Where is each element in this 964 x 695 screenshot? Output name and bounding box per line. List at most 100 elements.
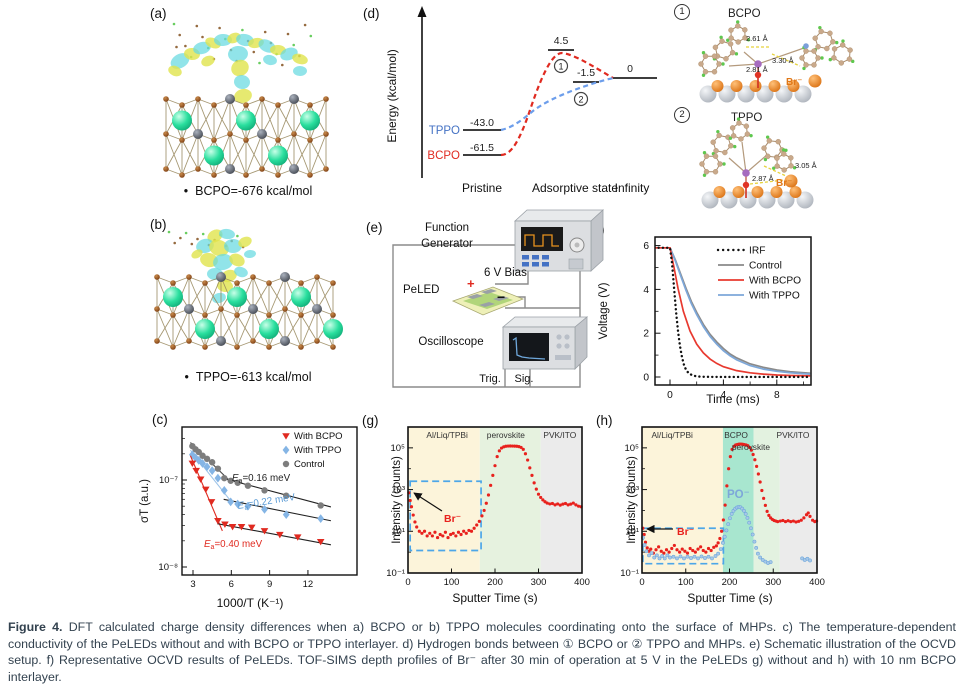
svg-text:400: 400	[574, 577, 590, 588]
panel-e-ocvd-schematic: Function Generator 6 V Bias PeLED + − Os…	[392, 209, 605, 388]
svg-text:Ea=0.40 meV: Ea=0.40 meV	[204, 539, 263, 551]
f-plot-area: 0 4 8 0 2 4 6 IRF Control With BCPO With TPPO	[643, 236, 812, 401]
svg-text:400: 400	[809, 577, 825, 588]
panel-d-energy-diagram: 1 2 Energy (kcal/mol) TPPO -43.0 BCPO -6…	[385, 6, 657, 195]
svg-text:With BCPO: With BCPO	[294, 431, 343, 442]
svg-text:0: 0	[405, 577, 410, 588]
svg-text:Control: Control	[294, 459, 325, 470]
d-tppo-name: TPPO	[429, 125, 460, 137]
svg-text:Al/Liq/TPBi: Al/Liq/TPBi	[426, 430, 468, 440]
h-x-axis-label: Sputter Time (s)	[687, 591, 772, 605]
svg-text:Control: Control	[749, 261, 782, 272]
e-plus-terminal: +	[467, 276, 475, 291]
d-energy-levels	[463, 49, 657, 156]
g-y-axis-label: Intensity (counts)	[391, 456, 403, 544]
d-energy-axis	[417, 6, 427, 178]
figure-caption: Figure 4. DFT calculated charge density …	[8, 619, 956, 685]
circled-1-icon	[553, 58, 569, 74]
axis-arrow-icon	[417, 6, 427, 17]
svg-text:Ea=0.16 meV: Ea=0.16 meV	[232, 473, 291, 485]
panel-f-chart: 0 4 8 0 2 4 6 IRF Control With BCPO With TPPO Volt…	[598, 236, 812, 406]
svg-text:10⁻⁸: 10⁻⁸	[158, 562, 178, 573]
e-sig-label: Sig.	[515, 373, 534, 385]
mol-1-title: BCPO	[728, 8, 761, 20]
d-mid-value: -1.5	[577, 67, 595, 79]
panel-h-label: (h)	[596, 413, 613, 428]
svg-text:4: 4	[643, 285, 649, 296]
svg-text:0: 0	[667, 390, 673, 401]
h-br-ion-label: Br⁻	[677, 526, 694, 538]
g-br-arrow-icon	[413, 492, 443, 512]
svg-text:0: 0	[639, 577, 644, 588]
d-infinity-value: 0	[627, 63, 633, 75]
svg-text:8: 8	[774, 390, 780, 401]
panel-g-chart: Al/Liq/TPBi perovskite PVK/ITO 0 100 200 300 40…	[386, 426, 590, 605]
svg-text:300: 300	[765, 577, 781, 588]
panel-g-label: (g)	[362, 413, 379, 428]
d-tppo-pathway	[500, 76, 614, 132]
svg-text:perovskite: perovskite	[732, 442, 771, 452]
g-br-ion-label: Br⁻	[444, 513, 461, 525]
e-minus-terminal: −	[497, 289, 505, 305]
d-category-infinity: Infinity	[615, 181, 650, 195]
mol-2-distance-2: 2.87 Å	[752, 174, 774, 183]
panel-a-energy-value: BCPO=-676 kcal/mol	[195, 184, 313, 198]
svg-text:10⁵: 10⁵	[624, 443, 639, 454]
svg-text:4: 4	[721, 390, 727, 401]
f-y-axis-label: Voltage (V)	[598, 282, 610, 339]
svg-text:With TPPO: With TPPO	[294, 445, 341, 456]
d-bcpo-value: -61.5	[470, 142, 494, 154]
figure-caption-tag: Figure 4.	[8, 620, 63, 634]
mol-1-art	[698, 20, 855, 103]
mol-1-distance-1: 2.61 Å	[746, 34, 768, 43]
figure-caption-text: DFT calculated charge density difference…	[8, 620, 956, 684]
e-bias-label: 6 V Bias	[484, 267, 527, 279]
h-po-ion-label: PO⁻	[727, 489, 750, 501]
svg-text:With BCPO: With BCPO	[749, 276, 801, 287]
bullet-icon: •	[183, 184, 189, 198]
mol-1-distance-2: 3.30 Å	[772, 56, 794, 65]
panel-d-label: (d)	[363, 6, 380, 21]
svg-text:200: 200	[487, 577, 503, 588]
panel-e-label: (e)	[366, 220, 383, 235]
panel-a-structure-image	[163, 22, 329, 178]
circled-2-marker: 2	[674, 107, 690, 123]
mol-2-distance-1: 3.05 Å	[795, 161, 817, 170]
h-y-axis-label: Intensity (counts)	[626, 456, 638, 544]
svg-text:BCPO: BCPO	[724, 430, 748, 440]
e-oscilloscope-label: Oscilloscope	[418, 336, 483, 348]
panel-a-caption: • BCPO=-676 kcal/mol	[148, 184, 348, 198]
svg-text:10¹: 10¹	[391, 526, 405, 537]
c-x-axis-label: 1000/T (K⁻¹)	[217, 596, 284, 610]
panel-c-label: (c)	[152, 412, 168, 427]
svg-text:PVK/ITO: PVK/ITO	[543, 430, 576, 440]
g-x-axis-label: Sputter Time (s)	[452, 591, 537, 605]
d-peak-value: 4.5	[554, 35, 569, 47]
g-plot-area: Al/Liq/TPBi perovskite PVK/ITO 0 100 200 300 40…	[386, 426, 590, 588]
svg-text:6: 6	[643, 241, 649, 252]
bullet-icon: •	[184, 370, 189, 384]
svg-text:perovskite: perovskite	[487, 430, 526, 440]
panel-a-label: (a)	[150, 6, 167, 21]
svg-text:2: 2	[643, 329, 649, 340]
oscilloscope-icon	[501, 316, 589, 370]
e-function-generator-label-1: Function	[425, 222, 469, 234]
svg-text:10³: 10³	[625, 485, 639, 496]
d-bcpo-pathway	[500, 51, 614, 157]
svg-text:10⁻⁷: 10⁻⁷	[159, 475, 179, 486]
svg-text:10⁻¹: 10⁻¹	[386, 568, 405, 579]
function-generator-icon	[513, 209, 605, 272]
d-category-adsorptive: Adsorptive state	[532, 181, 618, 195]
d-category-pristine: Pristine	[462, 181, 502, 195]
svg-text:200: 200	[722, 577, 738, 588]
panel-b-label: (b)	[150, 217, 167, 232]
mol-2-br-label: Br⁻	[776, 178, 792, 189]
c-y-axis-label: σT (a.u.)	[139, 479, 151, 523]
svg-text:100: 100	[678, 577, 694, 588]
panel-b-energy-value: TPPO=-613 kcal/mol	[195, 370, 312, 384]
svg-text:Al/Liq/TPBi: Al/Liq/TPBi	[651, 430, 693, 440]
e-function-generator-label-2: Generator	[421, 238, 473, 250]
circled-1-marker: 1	[674, 4, 690, 20]
